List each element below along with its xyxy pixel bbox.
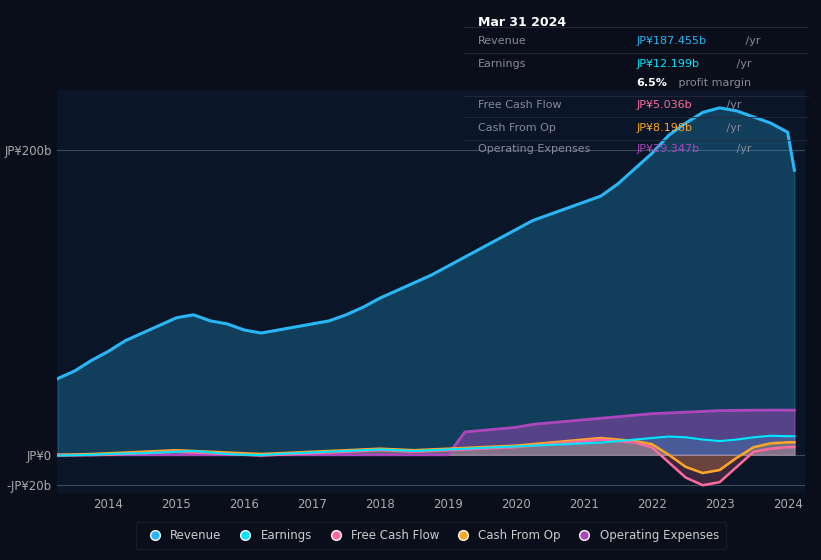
Text: Earnings: Earnings — [478, 59, 526, 69]
Text: /yr: /yr — [733, 59, 751, 69]
Text: profit margin: profit margin — [675, 78, 751, 88]
Text: JP¥8.198b: JP¥8.198b — [636, 123, 692, 133]
Text: JP¥5.036b: JP¥5.036b — [636, 100, 692, 110]
Text: Revenue: Revenue — [478, 36, 526, 46]
Text: /yr: /yr — [733, 144, 751, 154]
Text: JP¥12.199b: JP¥12.199b — [636, 59, 699, 69]
Text: Operating Expenses: Operating Expenses — [478, 144, 590, 154]
Text: /yr: /yr — [723, 100, 741, 110]
Text: 6.5%: 6.5% — [636, 78, 667, 88]
Legend: Revenue, Earnings, Free Cash Flow, Cash From Op, Operating Expenses: Revenue, Earnings, Free Cash Flow, Cash … — [136, 522, 726, 549]
Text: JP¥29.347b: JP¥29.347b — [636, 144, 699, 154]
Text: Mar 31 2024: Mar 31 2024 — [478, 16, 566, 30]
Text: Cash From Op: Cash From Op — [478, 123, 556, 133]
Text: JP¥187.455b: JP¥187.455b — [636, 36, 706, 46]
Text: /yr: /yr — [742, 36, 761, 46]
Text: Free Cash Flow: Free Cash Flow — [478, 100, 562, 110]
Text: /yr: /yr — [723, 123, 741, 133]
